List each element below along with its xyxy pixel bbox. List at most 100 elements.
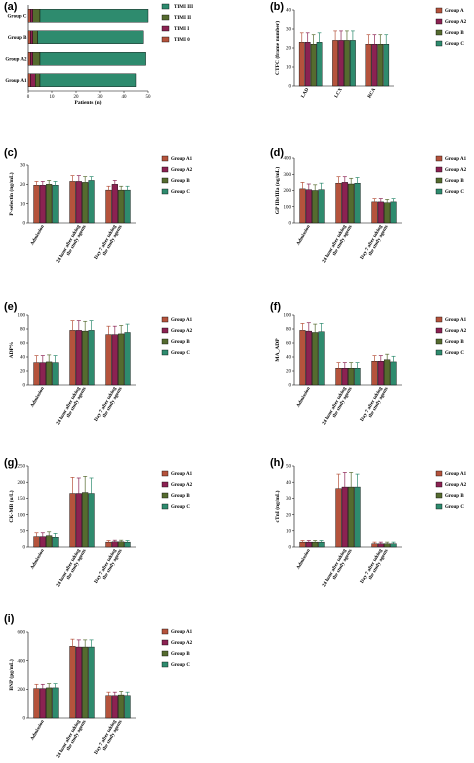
panel-label: (e): [4, 301, 18, 313]
legend-swatch: [161, 639, 169, 646]
category-label: 24 hour after taking: [322, 386, 348, 426]
bar: [377, 543, 384, 548]
bar: [124, 695, 131, 719]
legend-swatch: [435, 155, 443, 162]
bar: [69, 493, 76, 548]
bar: [318, 541, 325, 548]
y-tick-label: 40: [20, 356, 26, 361]
y-axis-label: BNP (pg/mL): [8, 659, 15, 690]
y-tick-label: 0: [23, 546, 26, 551]
legend-swatch: [435, 492, 443, 499]
bar: [105, 695, 112, 719]
bar: [305, 541, 312, 548]
bar: [39, 185, 46, 224]
legend-label: Group B: [171, 179, 190, 184]
bar: [305, 189, 312, 224]
bar: [124, 541, 131, 548]
legend-label: Group A1: [171, 472, 193, 477]
bar: [27, 30, 31, 44]
legend-label: Group B: [445, 179, 464, 184]
legend-swatch: [161, 155, 169, 162]
bar: [312, 332, 319, 386]
legend-label: Group C: [171, 505, 190, 510]
legend-label: TIMI I: [174, 27, 189, 32]
bar: [46, 184, 53, 224]
y-tick-label: 100: [18, 513, 26, 518]
bar: [348, 183, 355, 224]
category-label: Admission: [30, 548, 46, 570]
legend-label: Group C: [171, 190, 190, 195]
bar: [39, 536, 46, 548]
bar: [32, 9, 41, 23]
bar: [33, 362, 40, 386]
legend-swatch: [161, 327, 169, 334]
legend-swatch: [435, 166, 443, 173]
legend-swatch: [435, 7, 443, 14]
legend-label: Group A1: [171, 630, 193, 635]
bar: [52, 362, 59, 386]
y-axis-label: GP IIb/IIIa (ng/mL): [274, 167, 281, 215]
bar: [88, 646, 95, 719]
legend-swatch: [161, 470, 169, 477]
legend-label: Group A1: [445, 472, 467, 477]
bar: [39, 362, 46, 386]
bar: [75, 493, 82, 548]
legend-label: Group A: [445, 9, 464, 14]
x-tick-label: 0: [27, 95, 30, 100]
y-tick-label: 50: [20, 530, 26, 535]
y-tick-label: 150: [18, 497, 26, 502]
bar: [124, 332, 131, 386]
panel-label: (d): [270, 147, 284, 159]
legend-label: Group A2: [171, 641, 193, 646]
legend-label: Group B: [445, 340, 464, 345]
legend-swatch: [435, 327, 443, 334]
y-axis-label: P-selectin (ng/mL): [8, 172, 15, 215]
x-tick-label: 40: [122, 95, 128, 100]
bar: [299, 330, 306, 386]
y-tick-label: 0: [23, 222, 26, 227]
legend-swatch: [435, 470, 443, 477]
bar: [377, 361, 384, 386]
category-label: Admission: [296, 386, 312, 408]
category-label: Group A2: [5, 58, 27, 63]
legend-swatch: [435, 29, 443, 36]
bar: [354, 368, 361, 386]
y-tick-label: 200: [18, 481, 26, 486]
legend-swatch: [161, 177, 169, 184]
y-tick-label: 60: [20, 342, 26, 347]
legend-label: Group B: [171, 494, 190, 499]
legend-swatch: [161, 650, 169, 657]
y-axis-label: CTFC (frame number): [274, 21, 281, 75]
bar: [371, 361, 378, 386]
y-tick-label: 0: [289, 546, 292, 551]
x-tick-label: 30: [98, 95, 104, 100]
y-tick-label: 50: [286, 465, 292, 470]
chart-panel: (h) 0 10 20 30 40 50 cTnI (ng/mL) Admission 24 ho…: [270, 457, 467, 588]
panel-label: (g): [4, 457, 18, 469]
legend-label: Group A2: [171, 329, 193, 334]
bar: [39, 73, 137, 87]
bar: [33, 688, 40, 719]
bar: [377, 201, 384, 224]
category-label: LAD: [301, 87, 311, 99]
bar: [348, 486, 355, 548]
bar: [344, 40, 350, 87]
y-tick-label: 10: [286, 530, 292, 535]
legend-label: Group A1: [171, 318, 193, 323]
bar: [299, 188, 306, 224]
legend-label: Group A2: [445, 483, 467, 488]
y-tick-label: 0: [289, 384, 292, 389]
panel-label: (h): [270, 457, 284, 469]
bar: [46, 687, 53, 719]
legend-swatch: [161, 25, 170, 32]
bar: [354, 182, 361, 224]
bar: [52, 185, 59, 224]
legend-swatch: [161, 14, 170, 21]
bar: [348, 368, 355, 386]
y-axis-label: MA_ADP: [275, 338, 281, 362]
category-label: Admission: [30, 224, 46, 246]
x-axis-label: Patients (n): [74, 99, 101, 106]
category-label: 24 hour after taking: [56, 224, 82, 264]
legend-label: Group C: [445, 190, 464, 195]
